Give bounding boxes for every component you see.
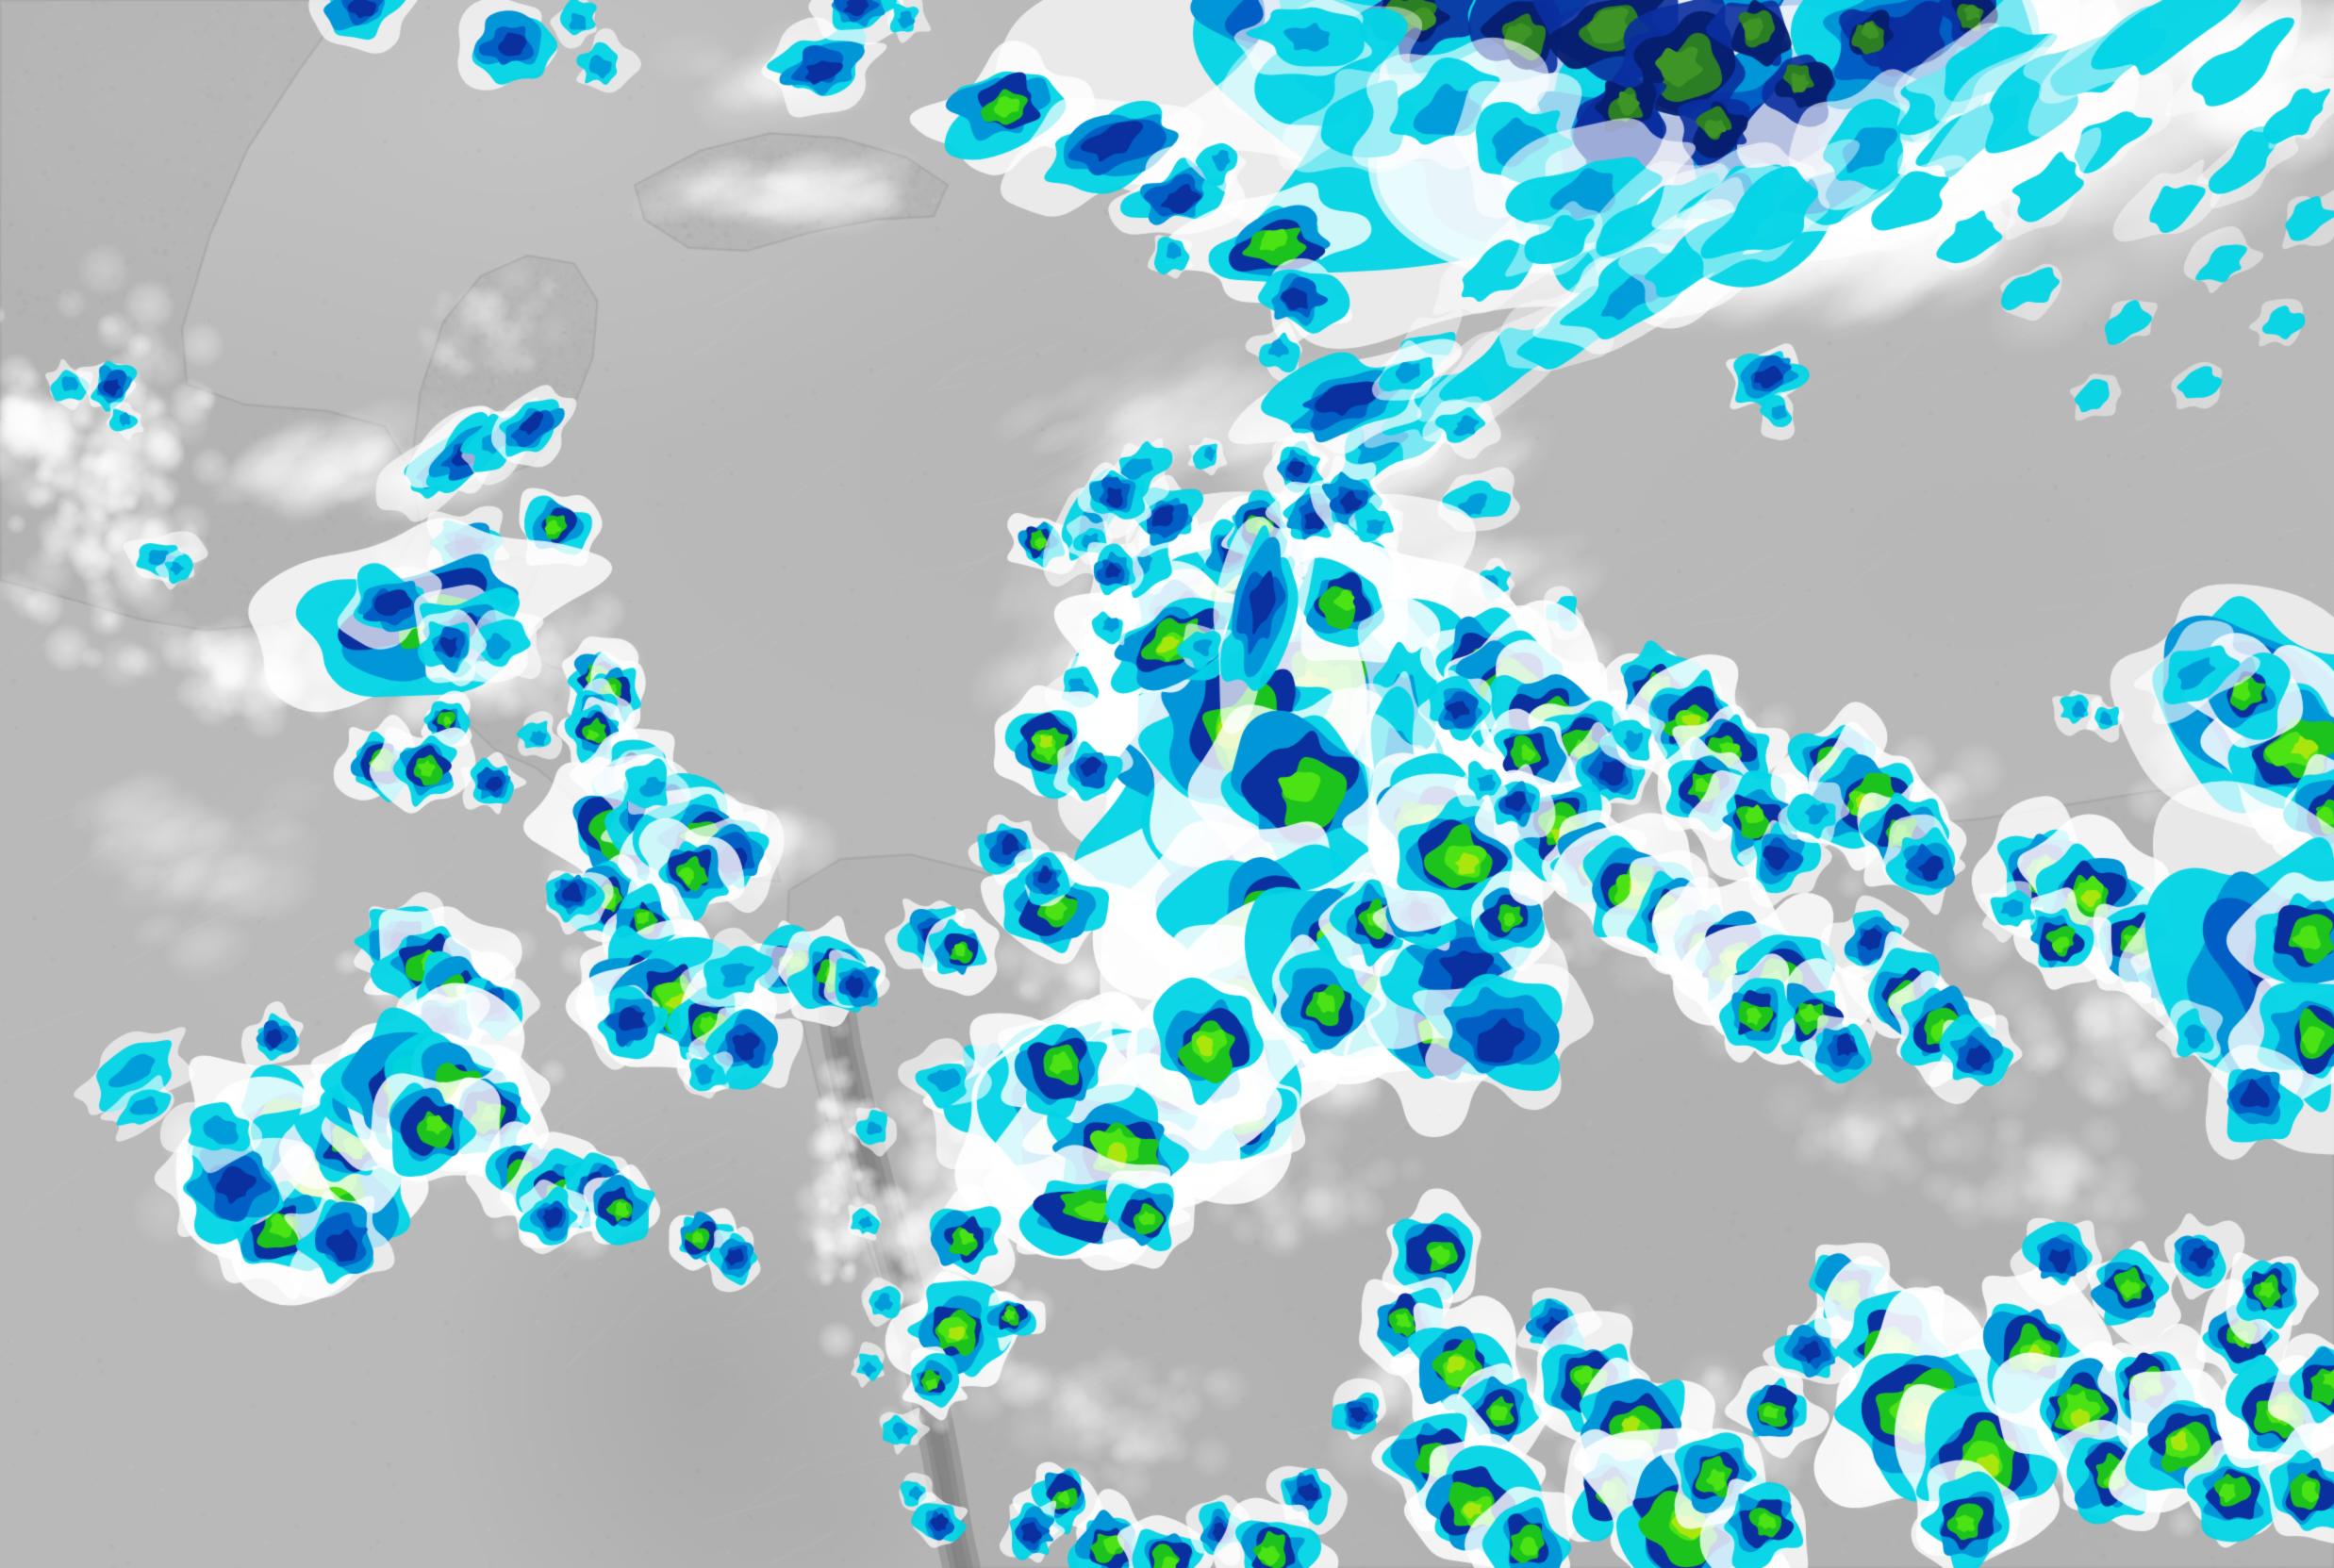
enhanced-ir-satellite-image [0,0,2334,1568]
satellite-view [0,0,2334,1568]
